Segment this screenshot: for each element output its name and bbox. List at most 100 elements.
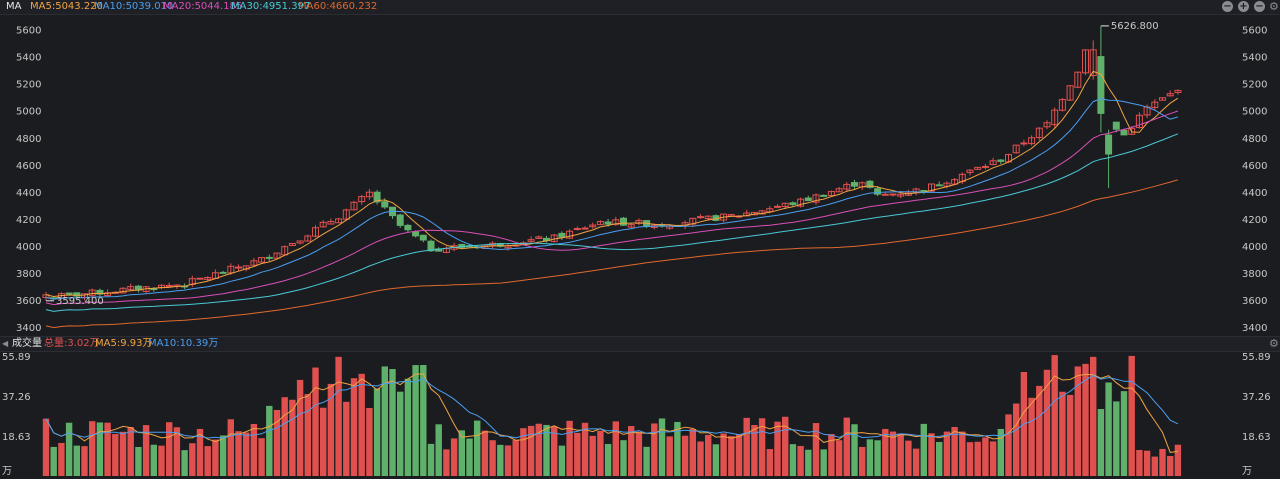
volume-bar [404, 378, 412, 476]
indicator-title[interactable]: MA [6, 1, 22, 12]
price-tick-left: 4800 [16, 134, 41, 145]
volume-bar [1120, 391, 1128, 476]
volume-bar [373, 388, 381, 476]
price-tick-right: 4600 [1242, 161, 1267, 172]
volume-bar [112, 434, 119, 476]
volume-bar [142, 425, 150, 476]
price-tick-right: 3600 [1242, 296, 1267, 307]
candle-body [874, 188, 882, 195]
candle-body [766, 208, 774, 213]
volume-bar [527, 425, 535, 476]
volume-unit-left: 万 [2, 466, 12, 477]
volume-bar [173, 427, 181, 476]
candle-body [273, 252, 281, 259]
candle-body [319, 221, 327, 228]
volume-bar [866, 439, 874, 476]
volume-bar [936, 441, 943, 476]
volume-bar [458, 430, 465, 476]
volume-bar [104, 422, 111, 476]
volume-bar [751, 425, 758, 476]
collapse-icon[interactable]: ◀ [2, 339, 9, 348]
volume-bar [651, 423, 658, 476]
candle-body [596, 221, 604, 226]
price-tick-right: 5200 [1242, 80, 1267, 91]
volume-bar [666, 436, 673, 476]
candle-body [989, 160, 997, 166]
candle-body [1120, 129, 1128, 136]
volume-bar [1097, 409, 1105, 476]
volume-bar [889, 431, 897, 476]
volume-bar [974, 441, 981, 476]
candle-body [558, 232, 566, 238]
volume-bar [235, 431, 242, 476]
volume-bar [1159, 448, 1166, 476]
volume-bar [1051, 355, 1058, 476]
close-icon[interactable]: − [1254, 1, 1265, 12]
candle-body [920, 189, 928, 193]
price-tick-left: 4400 [16, 188, 41, 199]
volume-bar [520, 428, 527, 476]
candle-body [119, 287, 127, 294]
candle-body [889, 193, 897, 196]
candle-body [812, 194, 820, 203]
candle-body [974, 166, 982, 170]
volume-bar [450, 438, 458, 476]
volume-bar [504, 445, 512, 476]
ma60-value: MA60:4660.232 [298, 1, 378, 12]
volume-bar [50, 446, 57, 476]
volume-bar [42, 418, 50, 476]
candle-body [627, 224, 635, 228]
price-tick-left: 4000 [16, 242, 41, 253]
candle-body [381, 201, 389, 208]
candle-body [104, 292, 112, 296]
volume-bar [466, 438, 473, 476]
candle-body [804, 197, 812, 202]
volume-bar [474, 420, 481, 476]
volume-bar [689, 428, 696, 476]
volume-title[interactable]: 成交量 [12, 338, 42, 349]
candle-body [866, 180, 874, 188]
candle-body [1012, 144, 1020, 154]
volume-bar [1174, 444, 1182, 476]
volume-bar [1136, 449, 1143, 476]
candle-body [928, 183, 935, 192]
volume-bar [1128, 355, 1135, 476]
plus-icon[interactable]: + [1238, 1, 1249, 12]
volume-bar [73, 445, 80, 476]
minus-icon[interactable]: − [1222, 1, 1233, 12]
gear-icon[interactable]: ⚙ [1269, 0, 1279, 13]
candle-body [458, 243, 466, 248]
volume-bar [158, 445, 165, 476]
volume-bar [797, 445, 804, 476]
volume-bar [820, 449, 827, 476]
volume-ma10: MA10:10.39万 [148, 338, 219, 349]
volume-bar [658, 418, 666, 476]
volume-gear-icon[interactable]: ⚙ [1269, 337, 1279, 350]
ma5-value: MA5:5043.220 [30, 1, 103, 12]
volume-bar [943, 431, 951, 476]
candle-body [227, 265, 235, 274]
volume-bar [628, 426, 635, 476]
volume-bar [674, 421, 681, 476]
volume-bar [266, 405, 273, 476]
volume-bar [612, 421, 619, 476]
volume-bar [1043, 369, 1051, 476]
volume-bar [966, 442, 974, 476]
volume-bar [166, 422, 173, 476]
candle-body [1043, 122, 1051, 128]
volume-bar [805, 449, 812, 476]
volume-bar [959, 431, 966, 476]
volume-bar [782, 416, 789, 476]
price-tick-right: 3400 [1242, 323, 1267, 334]
volume-bar [258, 438, 265, 476]
candle-body [88, 289, 96, 296]
candle-body [1035, 127, 1043, 139]
volume-bar [420, 364, 427, 476]
candle-body [881, 193, 889, 196]
candle-body [1151, 101, 1159, 108]
volume-bar [512, 440, 519, 476]
volume-bar [312, 367, 319, 476]
volume-bar [119, 431, 127, 476]
candle-body [350, 201, 358, 211]
